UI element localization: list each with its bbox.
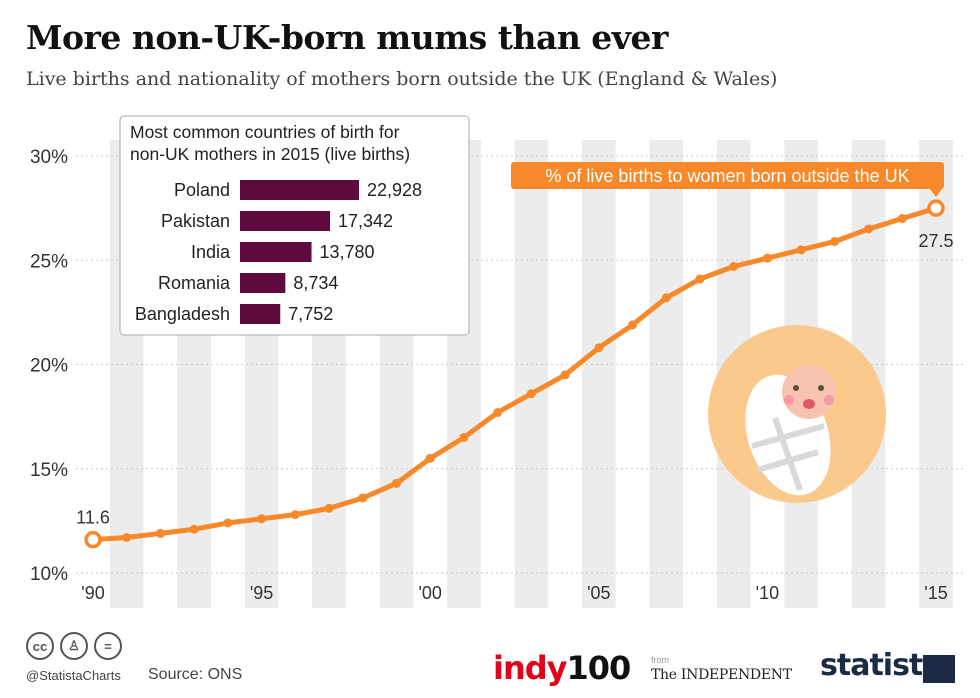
data-point (324, 503, 334, 513)
grid-band (514, 140, 549, 608)
x-tick-label: '95 (250, 583, 273, 603)
chart-subtitle: Live births and nationality of mothers b… (26, 68, 778, 90)
baby-face (782, 365, 836, 419)
inset-category-label: Romania (158, 273, 231, 293)
baby-cheek (824, 395, 834, 405)
indy-num: 100 (566, 649, 632, 687)
data-label-end: 27.5 (918, 231, 953, 251)
x-tick-label: '15 (924, 583, 947, 603)
data-point (122, 533, 132, 543)
source-label: Source: ONS (148, 666, 243, 683)
data-point (897, 214, 907, 224)
inset-value-label: 17,342 (338, 211, 393, 231)
inset-title-line: non-UK mothers in 2015 (live births) (130, 144, 410, 164)
statista-handle: @StatistaCharts (26, 668, 121, 683)
baby-blanket-fold (772, 417, 803, 491)
inset-category-label: India (191, 242, 231, 262)
statista-logo-icon (923, 655, 955, 683)
by-icon: ♙ (60, 632, 88, 660)
inset-value-label: 7,752 (288, 304, 333, 324)
data-point (189, 524, 199, 534)
data-point (628, 320, 638, 330)
data-point (84, 530, 102, 549)
indy-brand: indy (493, 649, 568, 687)
data-point (762, 253, 772, 263)
x-tick-label: '90 (81, 583, 104, 603)
data-point (257, 514, 267, 524)
data-point (927, 199, 945, 217)
grid-band (919, 140, 953, 608)
license-icons: cc ♙ = (26, 632, 122, 660)
inset-value-label: 8,734 (293, 273, 338, 293)
inset-category-label: Bangladesh (135, 304, 230, 324)
legend-pointer (930, 189, 942, 197)
data-point (358, 493, 368, 503)
from-label: from (651, 655, 669, 665)
baby-eye (793, 385, 799, 391)
statista-logo-text: statista (820, 648, 943, 683)
inset-category-label: Poland (174, 180, 230, 200)
chart-area: 10% 15% 20% 25% 30% '90 '95 '00 '05 '10 '15 11.6 27.… (30, 115, 965, 608)
inset-bar (240, 304, 281, 324)
chart-title: More non-UK-born mums than ever (26, 18, 668, 57)
inset-category-label: Pakistan (161, 211, 230, 231)
data-point (155, 528, 165, 538)
y-tick-label: 10% (30, 564, 68, 585)
data-point (526, 389, 536, 399)
legend-box (511, 162, 944, 189)
baby-blanket-fold (751, 423, 825, 449)
data-point (594, 343, 604, 353)
x-tick-label: '00 (418, 583, 441, 603)
independent-logo: The INDEPENDENT (651, 667, 792, 683)
data-point (459, 432, 469, 442)
inset-title-line: Most common countries of birth for (130, 122, 400, 142)
nd-icon: = (94, 632, 122, 660)
grid-band (581, 140, 616, 608)
data-point (729, 262, 739, 272)
baby-cheek (784, 395, 794, 405)
indy100-logo: indy100 (493, 649, 632, 687)
x-tick-label: '10 (756, 583, 779, 603)
inset-value-label: 22,928 (367, 180, 422, 200)
inset-bar (240, 180, 359, 200)
data-point (493, 407, 503, 417)
data-point (830, 236, 840, 246)
data-point (290, 510, 300, 520)
inset-bar (240, 242, 312, 262)
data-point (560, 370, 570, 380)
y-tick-label: 25% (30, 251, 68, 272)
data-point (223, 518, 233, 528)
data-point (391, 478, 401, 488)
data-point (661, 293, 671, 303)
y-tick-label: 30% (30, 147, 68, 168)
data-label-start: 11.6 (76, 508, 110, 528)
data-point (796, 245, 806, 255)
grid-band (649, 140, 684, 608)
inset-bar (240, 211, 331, 231)
series-line (92, 205, 937, 543)
inset-value-label: 13,780 (320, 242, 375, 262)
cc-icon: cc (26, 632, 54, 660)
inset-bar (240, 273, 286, 293)
data-point (864, 224, 874, 234)
baby-mouth (803, 399, 815, 409)
baby-eye (818, 385, 824, 391)
x-tick-label: '05 (587, 583, 610, 603)
data-point (425, 453, 435, 463)
data-point (695, 274, 705, 284)
y-tick-label: 15% (30, 460, 68, 481)
y-tick-label: 20% (30, 356, 68, 377)
legend-label: % of live births to women born outside t… (545, 166, 909, 186)
